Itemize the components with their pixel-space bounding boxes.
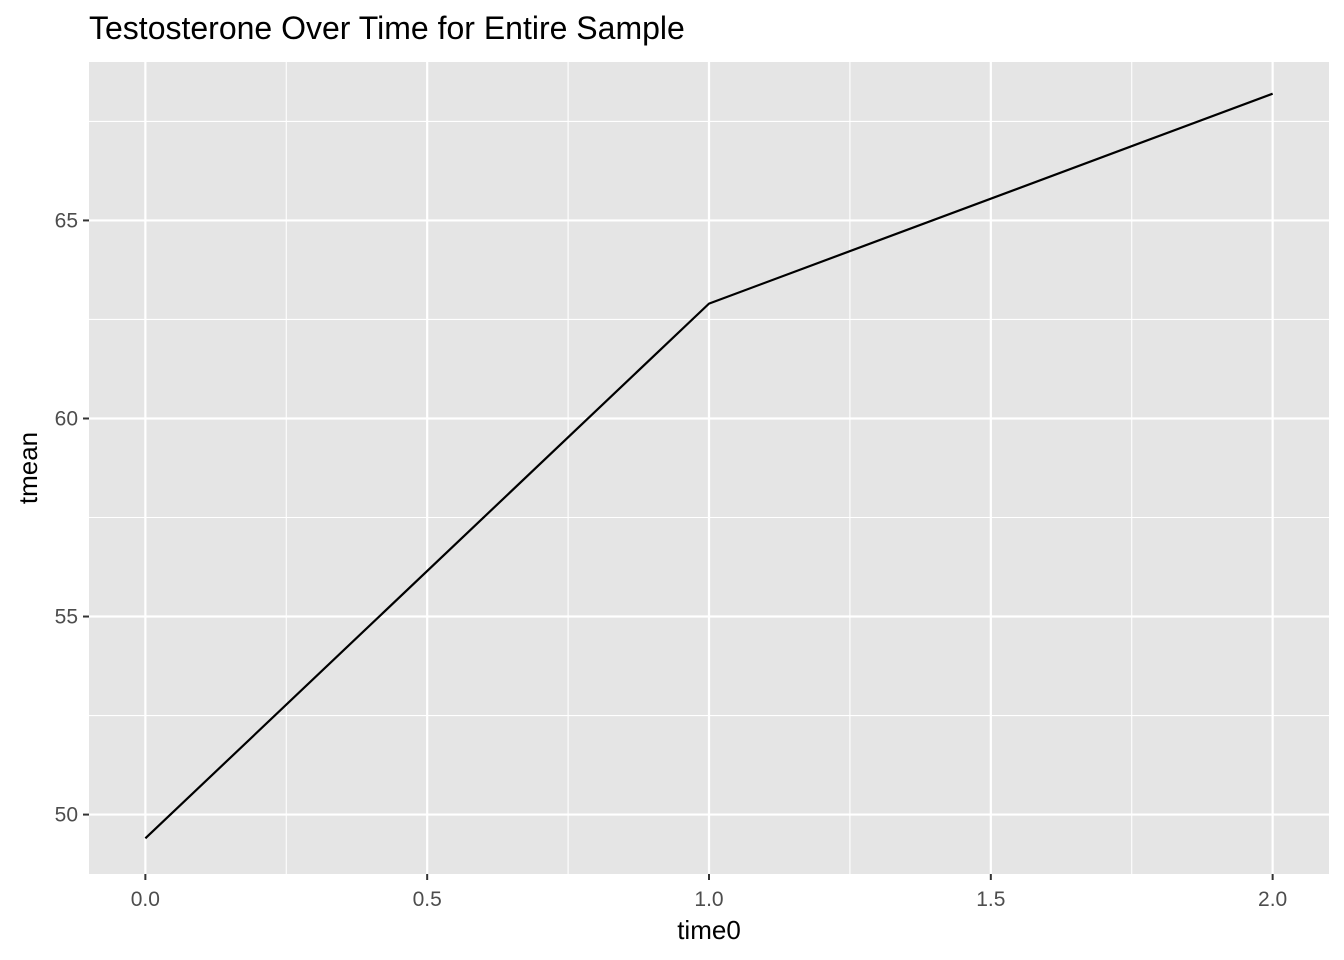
series-layer	[144, 92, 1274, 840]
chart-title: Testosterone Over Time for Entire Sample	[89, 10, 685, 46]
x-tick-label: 0.5	[413, 888, 442, 911]
y-tick-label: 60	[55, 407, 78, 430]
x-tick-label: 1.0	[694, 888, 723, 911]
x-axis-title: time0	[677, 915, 741, 945]
y-axis-ticks: 50 55 60 65	[55, 209, 89, 827]
x-tick-label: 2.0	[1258, 888, 1287, 911]
y-tick-label: 55	[55, 606, 78, 629]
y-tick-label: 65	[55, 209, 78, 232]
series-line-tmean	[144, 92, 1274, 840]
y-axis-title: tmean	[13, 432, 43, 504]
y-tick-label: 50	[55, 804, 78, 827]
x-axis-ticks: 0.0 0.5 1.0 1.5 2.0	[131, 874, 1287, 911]
x-tick-label: 0.0	[131, 888, 160, 911]
x-tick-label: 1.5	[976, 888, 1005, 911]
major-gridlines	[89, 62, 1329, 874]
